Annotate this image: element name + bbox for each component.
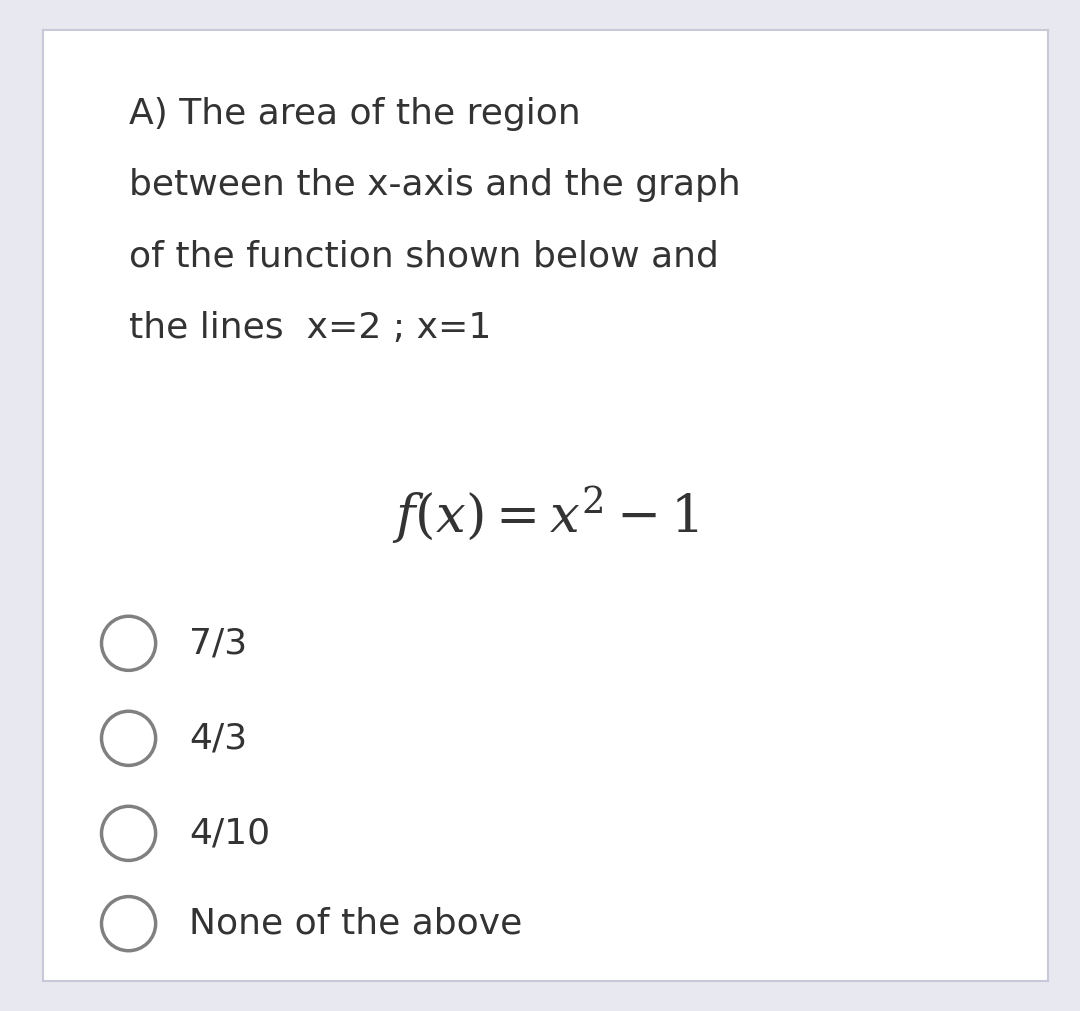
Text: of the function shown below and: of the function shown below and	[129, 240, 718, 273]
Point	[120, 825, 137, 841]
Text: $f(x) = x^2 - 1$: $f(x) = x^2 - 1$	[392, 484, 699, 546]
Point	[120, 635, 137, 651]
Text: 4/3: 4/3	[189, 721, 247, 755]
Text: between the x-axis and the graph: between the x-axis and the graph	[129, 168, 740, 202]
Point	[120, 916, 137, 932]
Text: A) The area of the region: A) The area of the region	[129, 97, 580, 130]
Text: None of the above: None of the above	[189, 907, 522, 940]
Point	[120, 730, 137, 746]
Text: 7/3: 7/3	[189, 626, 247, 660]
Text: the lines  x=2 ; x=1: the lines x=2 ; x=1	[129, 310, 491, 345]
Text: 4/10: 4/10	[189, 816, 270, 850]
